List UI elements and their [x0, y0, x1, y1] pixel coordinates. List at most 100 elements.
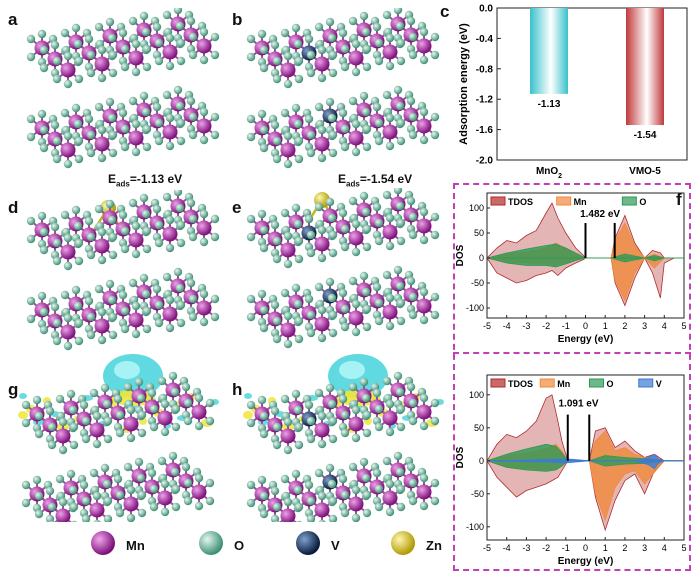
- o-atom: [26, 132, 36, 142]
- mn-atom: [128, 232, 144, 248]
- o-atom: [165, 295, 175, 305]
- o-atom: [108, 330, 118, 340]
- o-atom: [314, 102, 324, 112]
- o-atom: [317, 153, 327, 163]
- o-atom: [45, 514, 55, 522]
- mn-atom: [314, 236, 330, 252]
- o-atom: [325, 197, 335, 207]
- o-atom: [63, 131, 73, 141]
- o-atom: [176, 220, 186, 230]
- o-atom: [71, 23, 81, 33]
- mn-atom: [89, 502, 105, 518]
- o-atom: [84, 216, 94, 226]
- o-atom: [325, 97, 335, 107]
- o-atom: [318, 519, 326, 522]
- o-atom: [55, 474, 65, 484]
- o-atom: [294, 440, 304, 450]
- o-atom: [382, 190, 392, 200]
- o-atom: [175, 21, 185, 31]
- isosurface-lobe: [18, 411, 28, 419]
- o-atom: [393, 451, 403, 461]
- o-atom: [374, 404, 384, 414]
- o-atom: [374, 484, 384, 494]
- o-atom: [126, 485, 136, 495]
- o-atom: [68, 405, 78, 415]
- o-atom: [430, 230, 440, 240]
- o-atom: [283, 417, 293, 427]
- o-atom: [142, 142, 152, 152]
- o-atom: [382, 270, 392, 280]
- o-atom: [280, 474, 290, 484]
- o-atom: [306, 496, 316, 506]
- o-atom: [100, 383, 110, 393]
- adsorption-energy-chart: 0.0 -0.4 -0.8 -1.2 -1.6 -2.0 Adsorption energy…: [458, 4, 688, 180]
- o-atom: [430, 310, 440, 320]
- legend-item-o: O: [198, 530, 244, 561]
- o-atom: [52, 256, 62, 266]
- o-atom: [325, 383, 335, 393]
- o-atom: [338, 208, 348, 218]
- o-atom: [272, 422, 282, 432]
- o-atom: [317, 45, 327, 55]
- x-tick-label: -5: [483, 321, 491, 331]
- o-atom: [131, 329, 141, 339]
- o-atom: [259, 509, 269, 519]
- o-atom: [89, 388, 99, 398]
- o-atom: [270, 120, 280, 130]
- o-atom: [306, 130, 316, 140]
- legend-item-zn: Zn: [390, 530, 442, 561]
- o-atom: [154, 220, 164, 230]
- o-atom: [199, 135, 209, 145]
- mn-atom: [157, 490, 173, 506]
- o-atom: [210, 112, 220, 122]
- o-atom: [115, 508, 125, 518]
- o-atom: [351, 219, 361, 229]
- o-atom: [188, 294, 198, 304]
- o-atom: [280, 288, 290, 298]
- mn-atom: [348, 50, 364, 66]
- mn-atom: [280, 62, 296, 78]
- o-atom: [385, 293, 395, 303]
- o-atom: [60, 108, 70, 118]
- o-atom: [37, 109, 47, 119]
- o-atom: [39, 45, 49, 55]
- o-atom: [137, 428, 147, 438]
- o-atom: [108, 130, 118, 140]
- o-atom: [385, 321, 395, 331]
- o-atom: [210, 294, 220, 304]
- o-atom: [69, 422, 79, 432]
- o-atom: [113, 394, 123, 404]
- o-atom: [108, 68, 118, 78]
- o-atom: [393, 85, 403, 95]
- o-atom: [306, 514, 316, 522]
- o-atom: [314, 388, 324, 398]
- o-atom: [199, 107, 209, 117]
- x-tick-label: -5: [483, 543, 491, 553]
- o-atom: [52, 56, 62, 66]
- o-atom: [317, 225, 327, 235]
- o-atom: [120, 324, 130, 334]
- o-atom: [393, 265, 403, 275]
- panel-label-c: c: [440, 2, 450, 21]
- o-atom: [257, 395, 267, 405]
- o-atom: [149, 502, 159, 512]
- o-atom: [259, 305, 269, 315]
- o-atom: [419, 27, 429, 37]
- o-atom: [257, 475, 267, 485]
- o-atom: [108, 148, 118, 158]
- o-atom: [382, 10, 392, 20]
- o-atom: [385, 479, 395, 489]
- o-atom: [120, 62, 130, 72]
- o-atom: [351, 433, 361, 443]
- mn-atom: [382, 124, 398, 140]
- o-atom: [362, 44, 372, 54]
- o-atom: [314, 22, 324, 32]
- mn-atom: [94, 238, 110, 254]
- panel-label-h: h: [232, 380, 243, 399]
- o-atom: [165, 323, 175, 333]
- o-atom: [205, 416, 215, 426]
- o-atom: [294, 502, 304, 512]
- o-atom: [199, 55, 209, 65]
- legend-label-o: O: [234, 538, 245, 553]
- o-atom: [294, 316, 304, 326]
